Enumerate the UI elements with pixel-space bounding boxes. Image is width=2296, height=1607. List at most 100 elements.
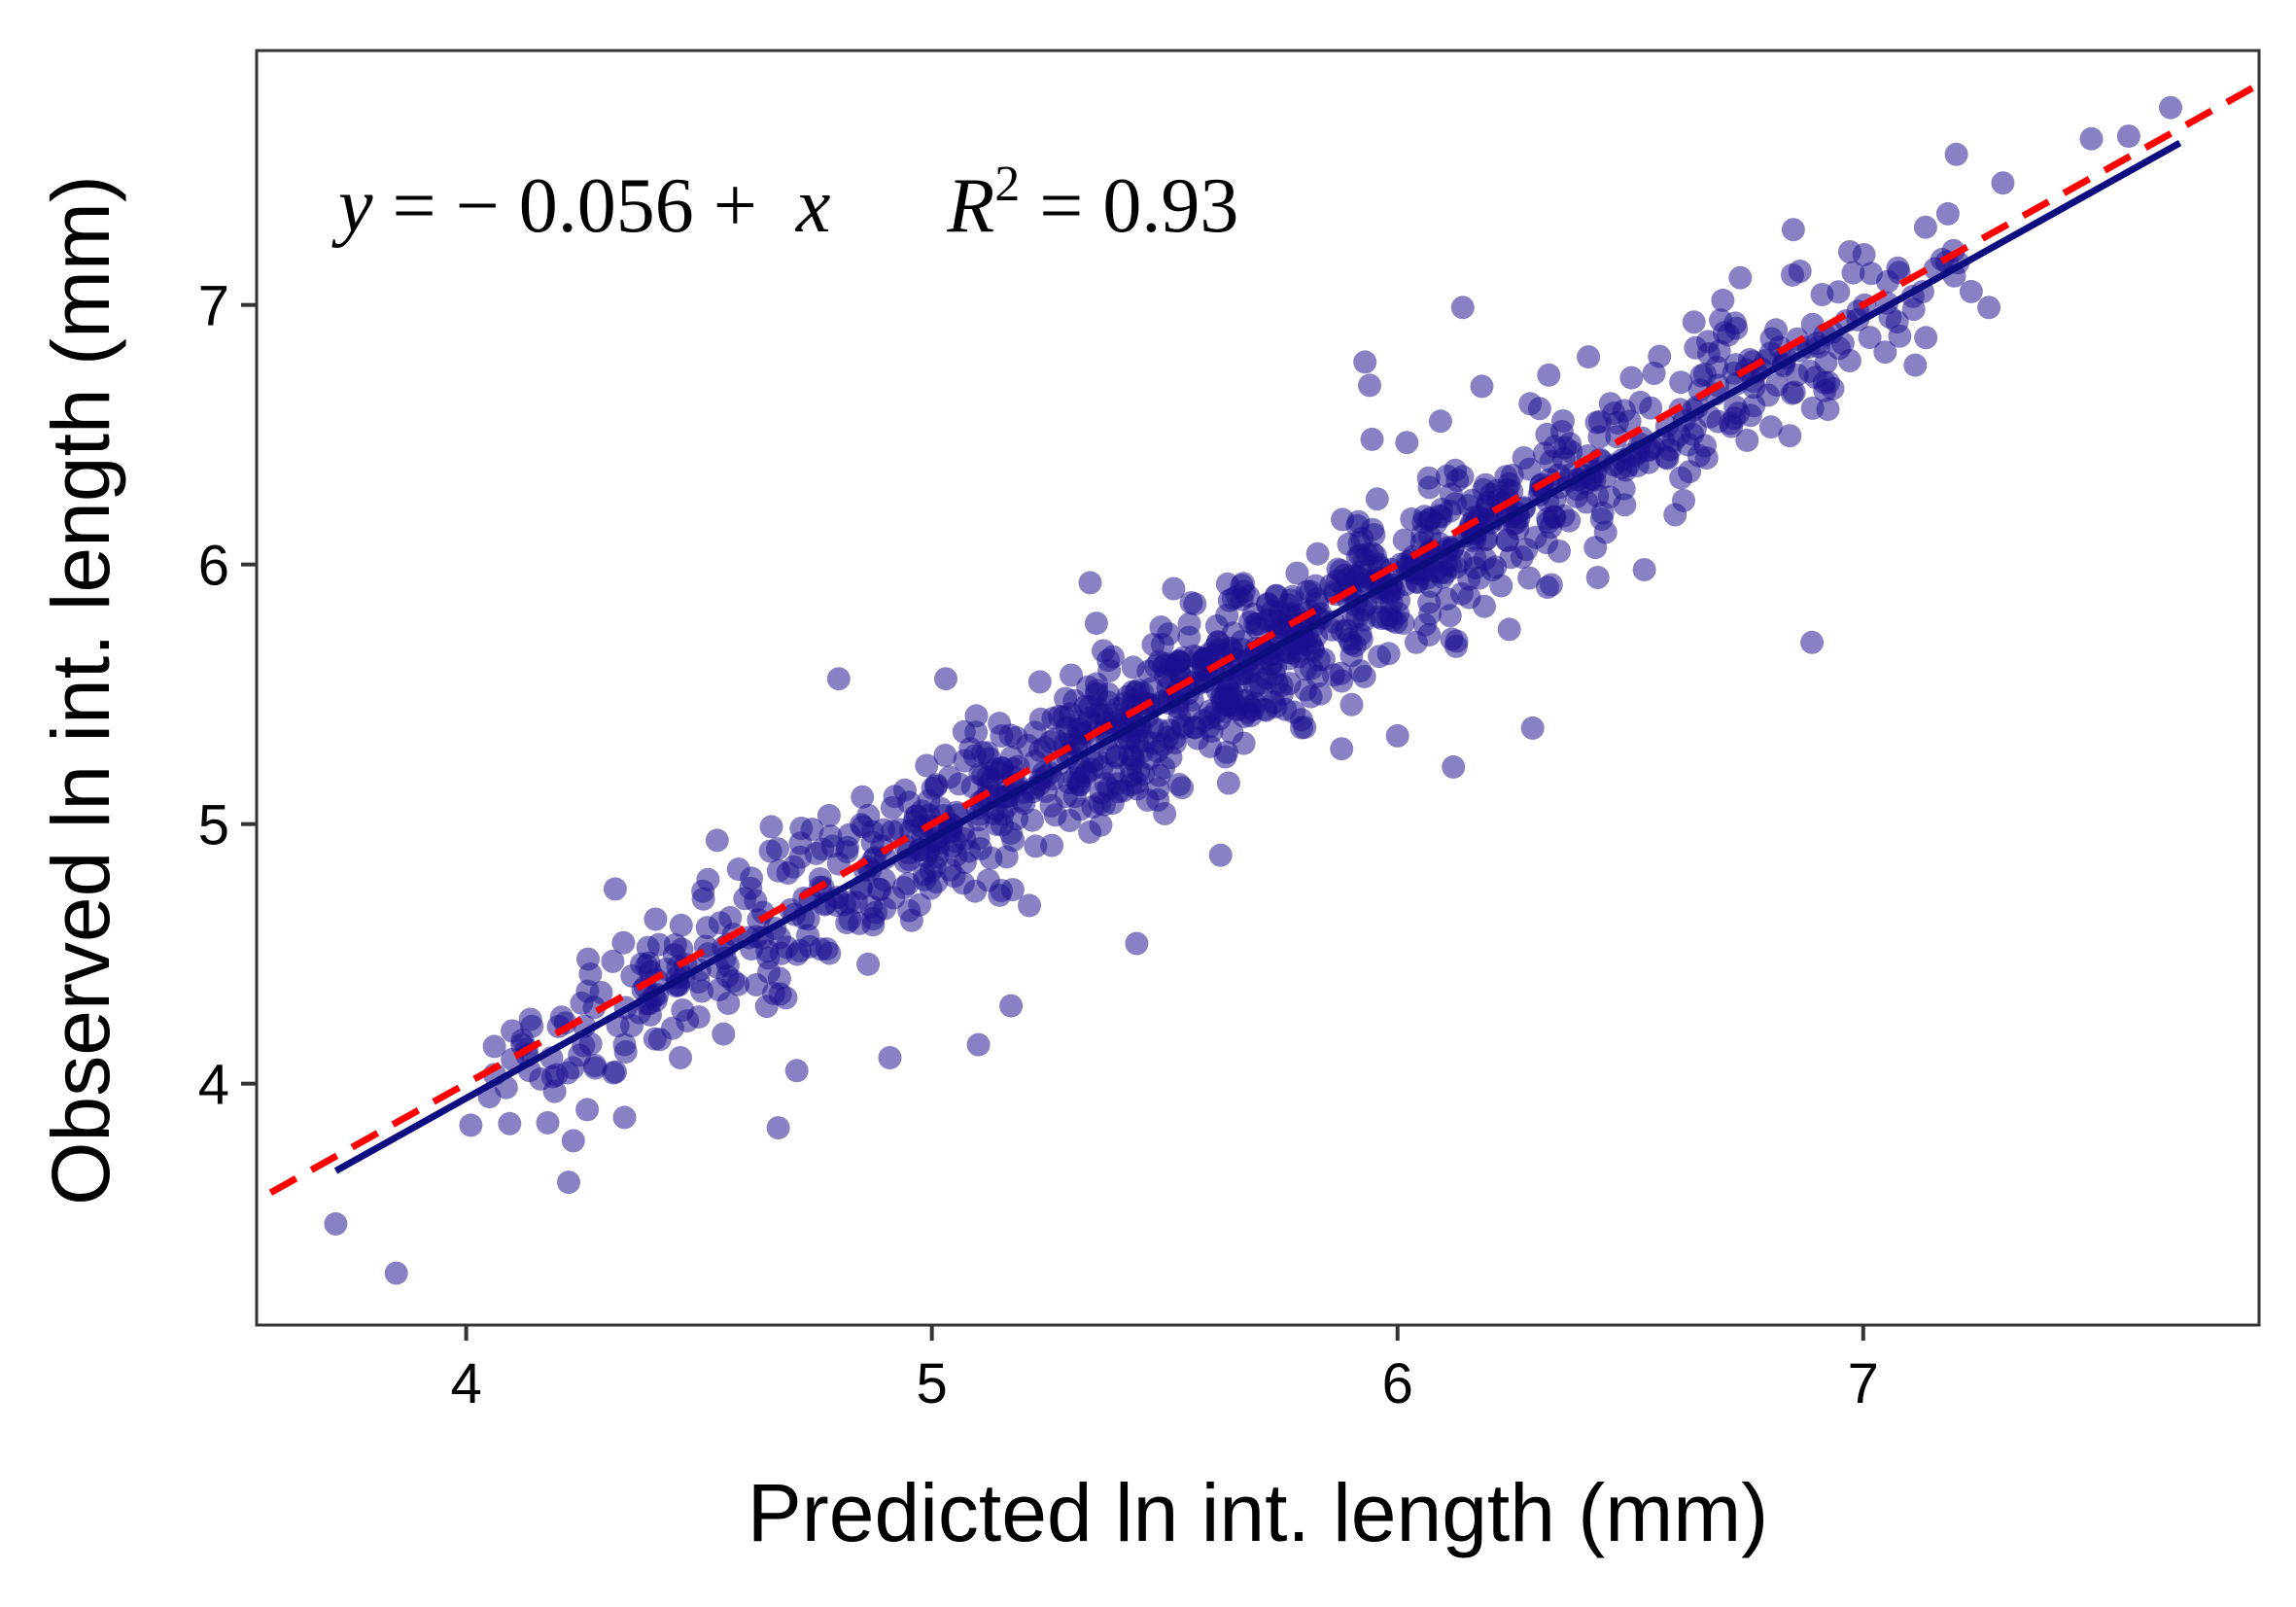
data-point [733,887,757,911]
data-point [1220,720,1244,745]
data-point [1018,893,1041,918]
data-point [860,830,885,855]
data-point [1682,310,1706,334]
data-point [1717,323,1740,347]
x-axis: 4 5 6 7 [450,1325,1879,1415]
data-point [953,749,977,773]
data-point [1060,663,1084,687]
data-point [759,815,783,839]
data-point [712,1022,736,1046]
data-point [498,1111,522,1135]
data-point [542,1079,567,1103]
data-point [324,1211,348,1236]
data-point [1417,590,1442,614]
x-tick-label: 7 [1848,1352,1879,1415]
data-point [882,886,906,910]
data-point [1198,734,1222,758]
data-point [1385,723,1409,748]
data-point [1788,260,1812,283]
data-point [705,828,729,853]
data-point [1667,423,1691,447]
data-point [1368,645,1391,669]
data-point [1735,428,1759,452]
data-point [1977,296,2001,320]
data-point [1628,390,1652,414]
data-point [784,1059,809,1083]
data-point [1913,215,1937,239]
data-point [1330,737,1354,761]
x-tick-label: 6 [1382,1352,1413,1415]
data-point [1991,171,2015,195]
data-point [1221,586,1245,611]
identity-line [268,81,2259,1196]
data-point [1625,453,1650,477]
data-point [459,1113,483,1137]
data-point [1353,350,1377,374]
data-point [643,1027,667,1051]
data-point [856,803,881,827]
data-point [690,979,714,1003]
data-point [1365,487,1389,511]
data-point [1348,659,1373,683]
data-point [1142,731,1166,755]
data-point [1282,700,1306,724]
data-point [1470,374,1494,399]
data-point [637,951,661,975]
data-point [612,1032,637,1057]
data-point [1765,373,1790,398]
data-point [1170,714,1195,738]
data-point [726,857,750,882]
data-point [2159,95,2182,120]
data-point [1078,571,1102,595]
data-point [1537,363,1561,387]
data-point [1305,541,1330,566]
data-point [1059,702,1083,726]
data-point [1517,457,1542,481]
y-axis-title: Observed ln int. length (mm) [35,175,126,1205]
data-point [990,879,1014,902]
data-point [557,1170,580,1195]
data-point [758,839,783,863]
y-axis: 4 5 6 7 [198,275,257,1117]
data-points [324,95,2182,1285]
data-point [578,1031,603,1056]
data-point [561,1056,585,1080]
data-point [1024,834,1048,858]
plot-panel-border [255,49,2261,1327]
data-point [2116,124,2140,149]
data-point [518,1007,542,1031]
fit-line [333,139,2182,1174]
data-point [695,916,719,940]
data-point [1473,594,1496,618]
data-point [1619,366,1644,390]
data-point [1440,627,1464,651]
data-point [1536,510,1560,535]
data-point [820,834,845,858]
data-point [1435,464,1459,488]
data-point [1711,288,1735,312]
data-point [1089,813,1113,837]
data-point [1758,415,1783,439]
data-point [1215,677,1239,701]
data-point [1672,488,1695,512]
data-point [1092,639,1115,663]
data-point [1016,733,1040,757]
data-point [964,704,989,728]
data-point [669,913,693,937]
data-point [1726,402,1751,426]
data-point [1944,142,1968,166]
data-point [1414,566,1439,590]
data-point [561,1129,585,1153]
x-tick-label: 5 [917,1352,948,1415]
data-point [1379,591,1404,615]
data-point [757,960,781,984]
data-point [1598,392,1622,416]
data-point [1518,392,1543,416]
data-point [1360,427,1384,451]
data-point [1033,735,1057,759]
data-point [761,981,785,1005]
data-point [575,979,600,1003]
data-point [1935,201,1960,226]
data-point [952,719,976,744]
data-point [999,745,1024,769]
